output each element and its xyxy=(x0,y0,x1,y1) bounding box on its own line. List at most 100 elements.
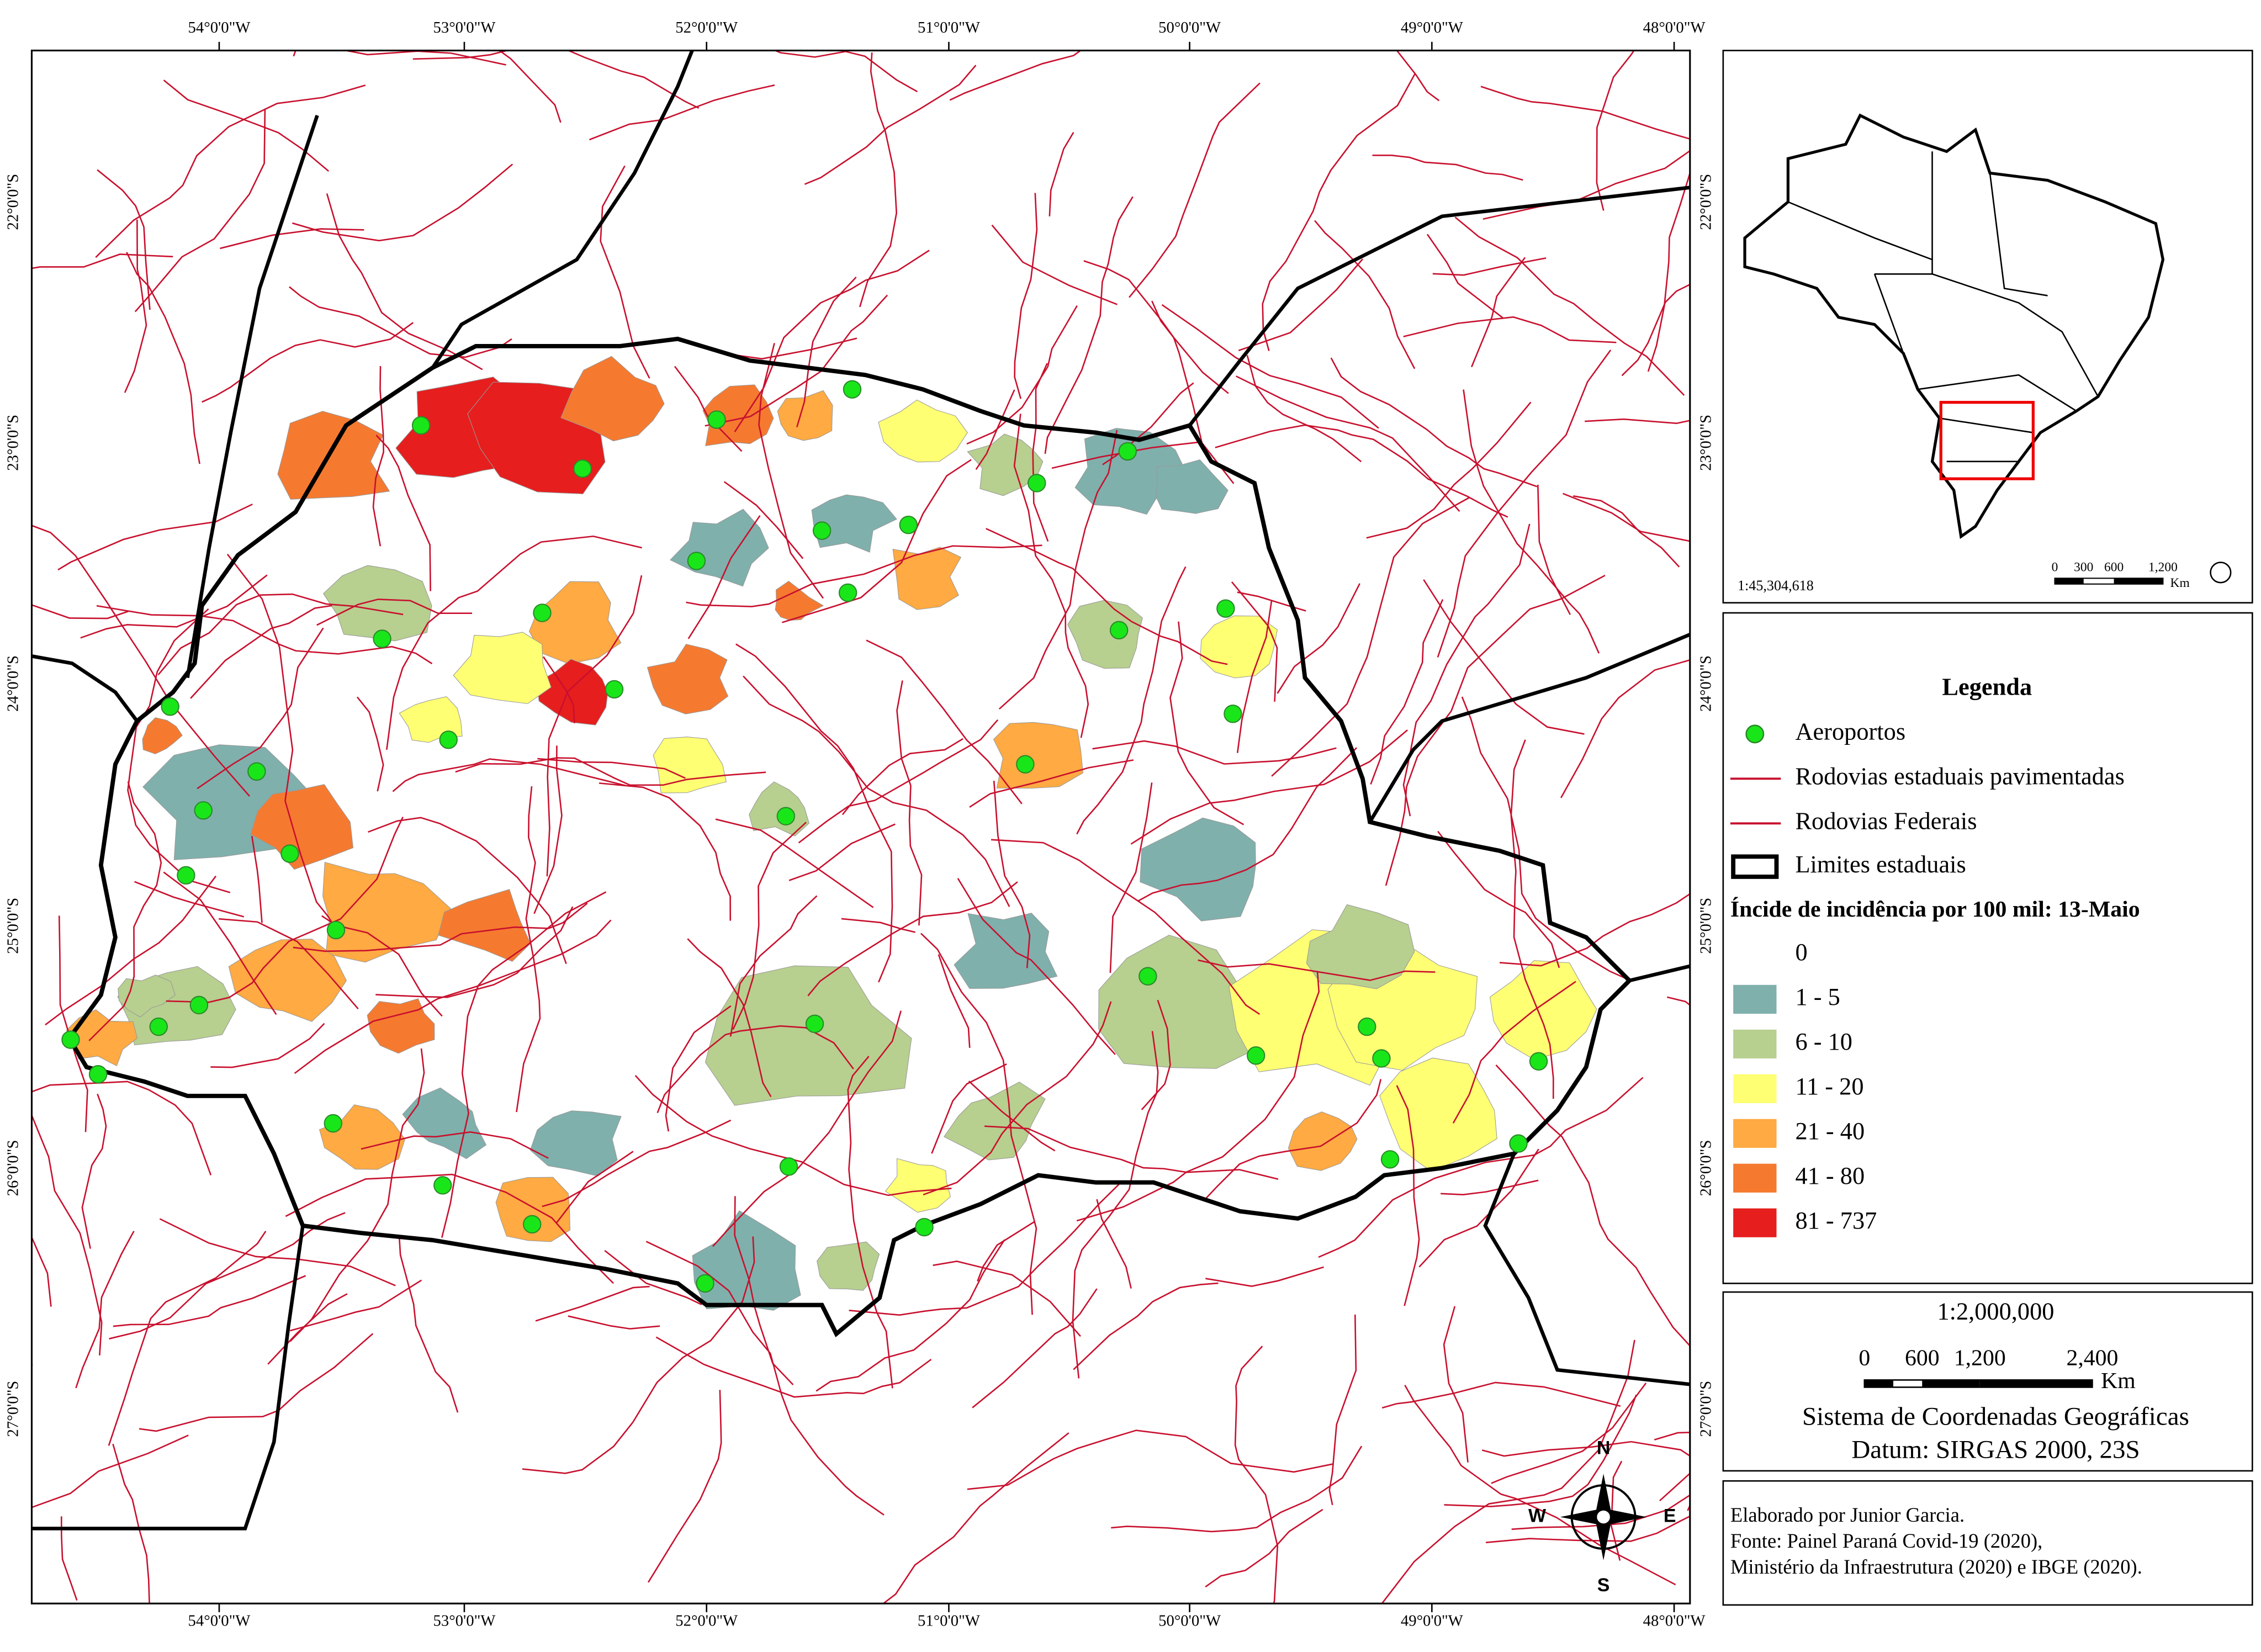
municipality-patch xyxy=(528,581,622,664)
road xyxy=(392,758,627,792)
scale-unit: Km xyxy=(2101,1368,2136,1394)
airport xyxy=(1118,442,1137,461)
road xyxy=(386,535,642,750)
parana-boundary xyxy=(66,336,1633,1337)
municipality-patch xyxy=(944,1082,1046,1161)
road xyxy=(1314,220,1416,369)
scale-bar-label: 2,400 xyxy=(2066,1345,2118,1370)
airport xyxy=(433,1176,452,1195)
road xyxy=(412,50,700,109)
road xyxy=(292,163,513,242)
airport xyxy=(61,1030,80,1049)
road xyxy=(202,322,414,403)
road xyxy=(882,1432,1069,1604)
scale-bar-seg xyxy=(1979,1380,2093,1388)
state-border xyxy=(1873,273,1904,354)
airport xyxy=(779,1157,798,1176)
airport xyxy=(1139,967,1157,986)
state-border xyxy=(1918,374,2077,412)
road xyxy=(967,1429,1333,1490)
airport xyxy=(1216,599,1235,618)
road xyxy=(1238,258,1363,352)
road xyxy=(1491,1383,1647,1484)
airport xyxy=(805,1014,824,1034)
road xyxy=(957,878,1116,1055)
scale-bar-label: 0 xyxy=(1858,1345,1870,1370)
airport xyxy=(149,1017,168,1036)
compass-center xyxy=(1595,1509,1612,1525)
road xyxy=(1013,414,1089,738)
road xyxy=(686,544,1042,607)
road xyxy=(1621,283,1690,377)
airport xyxy=(1224,705,1242,723)
road xyxy=(1328,1314,1357,1506)
road xyxy=(220,228,364,250)
airport xyxy=(899,515,918,534)
municipality-patch xyxy=(250,784,354,870)
municipality-patch xyxy=(495,1177,571,1242)
municipality-patch xyxy=(892,547,962,610)
airport xyxy=(1246,1046,1265,1065)
road xyxy=(210,1023,325,1068)
inset-bar-seg xyxy=(2055,578,2084,584)
road xyxy=(1130,729,1409,845)
airport xyxy=(1028,474,1046,493)
road xyxy=(968,1081,1056,1152)
lat-label-left: 23°0'0"S xyxy=(4,415,22,471)
airport xyxy=(573,459,592,478)
road xyxy=(1611,1460,1623,1561)
road xyxy=(555,1151,634,1224)
road xyxy=(991,224,1118,305)
road xyxy=(1437,830,1560,968)
road xyxy=(1141,999,1171,1110)
credit-line: Elaborado por Junior Garcia. xyxy=(1730,1503,1965,1526)
airport xyxy=(161,697,179,716)
road xyxy=(634,1074,952,1196)
road xyxy=(375,906,574,998)
lat-label-left: 24°0'0"S xyxy=(4,655,22,712)
road xyxy=(1511,1494,1690,1530)
road xyxy=(734,250,930,432)
airport xyxy=(280,844,299,863)
road xyxy=(977,1221,1035,1282)
road xyxy=(197,627,324,790)
scale-bar-label: 600 xyxy=(1905,1345,1940,1370)
road xyxy=(293,902,588,952)
road xyxy=(1109,782,1153,973)
state-border xyxy=(1939,417,2034,433)
airport xyxy=(707,410,726,429)
lon-label-bottom: 49°0'0"W xyxy=(1401,1612,1464,1630)
road xyxy=(1366,401,1532,539)
municipality-patch xyxy=(319,1104,406,1170)
road xyxy=(455,757,766,786)
scale-ratio: 1:2,000,000 xyxy=(1937,1297,2054,1325)
road xyxy=(1129,82,1261,298)
road xyxy=(31,603,129,620)
municipality-patch xyxy=(811,494,897,553)
road xyxy=(316,599,473,626)
airport xyxy=(1372,1049,1391,1068)
road xyxy=(1032,363,1049,542)
road xyxy=(326,193,483,370)
credits-frame xyxy=(1722,1480,2253,1606)
airport xyxy=(915,1217,934,1237)
road xyxy=(108,1231,267,1446)
airport xyxy=(812,521,832,540)
state-limit xyxy=(186,114,319,679)
legend-frame xyxy=(1722,612,2253,1284)
road xyxy=(285,1173,614,1284)
airport xyxy=(522,1215,542,1234)
road xyxy=(1482,150,1690,220)
road xyxy=(163,80,330,172)
road xyxy=(1318,1077,1644,1258)
road xyxy=(604,1249,702,1306)
road xyxy=(1441,1179,1539,1196)
state-limit xyxy=(1368,633,1690,823)
airport xyxy=(687,552,706,570)
road xyxy=(226,553,337,930)
lon-label-bottom: 54°0'0"W xyxy=(188,1612,251,1630)
airport xyxy=(324,1114,342,1133)
road xyxy=(1370,599,1444,785)
state-limit xyxy=(31,654,139,722)
road xyxy=(782,459,972,623)
